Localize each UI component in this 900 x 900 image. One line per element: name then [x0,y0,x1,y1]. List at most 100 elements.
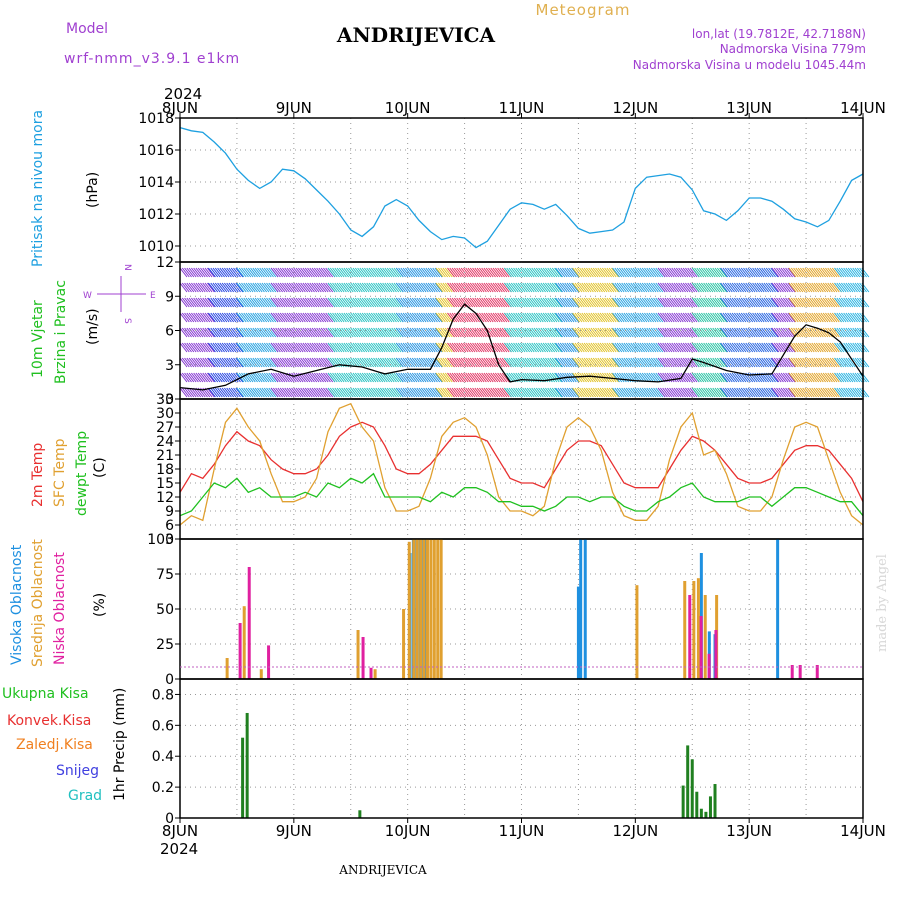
wind-arrow [316,312,324,323]
wind-arrow [463,342,471,353]
wind-arrow [416,342,425,353]
wind-arrow [212,327,221,338]
wind-arrow [179,297,188,308]
wind-arrow [625,297,634,308]
wind-arrow [793,297,801,308]
wind-arrow [612,387,620,398]
legend-snow: Snijeg [56,763,99,779]
wind-arrow [612,297,620,308]
wind-arrow [770,342,779,353]
wind-arrow [440,357,449,368]
wind-arrow [238,312,247,323]
wind-arrow [206,387,215,398]
wind-arrow [592,297,601,308]
wind-arrow [389,312,397,323]
wind-arrow [551,267,560,278]
wind-arrow [793,282,801,293]
wind-arrow [354,342,363,353]
wind-arrow [416,267,425,278]
wind-arrow [206,357,215,368]
wind-arrow [576,327,585,338]
pressure-units: (hPa) [85,172,101,208]
wind-arrow [241,327,249,338]
wind-arrow [364,372,372,383]
wind-arrow [300,357,309,368]
wind-arrow [773,327,782,338]
wind-arrow [843,282,852,293]
wind-arrow [752,267,760,278]
wind-arrow [522,312,531,323]
chart-name: Meteogram [536,1,631,19]
wind-arrow [513,312,521,323]
wind-arrow [272,267,281,278]
wind-arrow [712,387,721,398]
wind-arrow [284,267,293,278]
wind-arrow [492,342,501,353]
wind-arrow [208,327,216,338]
wind-arrow [637,282,646,293]
wind-arrow [435,312,444,323]
wind-arrow [297,327,306,338]
wind-arrow [818,387,826,398]
wind-arrow [302,327,311,338]
wind-arrow [639,267,648,278]
wind-arrow [659,357,668,368]
wind-arrow [338,312,347,323]
wind-arrow [254,267,263,278]
wind-arrow [492,327,501,338]
wind-arrow [599,282,608,293]
precip-bar [681,785,685,818]
wind-arrow [765,282,774,293]
wind-arrow [411,327,420,338]
wind-arrow [430,267,438,278]
wind-arrow [250,297,258,308]
wind-arrow [754,357,763,368]
wind-arrow [641,372,650,383]
wind-arrow [811,327,820,338]
wind-arrow [320,327,329,338]
wind-arrow [458,267,467,278]
temperature-ytick-label: 9 [165,504,174,520]
wind-arrow [710,342,718,353]
wind-arrow [813,312,822,323]
wind-arrow [243,312,252,323]
wind-arrow [780,327,789,338]
wind-arrow [522,342,531,353]
wind-arrow [263,372,272,383]
wind-arrow [696,267,705,278]
wind-arrow [179,357,188,368]
wind-arrow [467,327,476,338]
wind-arrow [206,282,215,293]
wind-arrow [282,327,290,338]
wind-arrow [366,357,375,368]
wind-arrow [797,387,806,398]
wind-arrow [608,297,617,308]
wind-arrow [669,372,677,383]
wind-arrow [492,297,501,308]
wind-arrow [472,387,480,398]
wind-arrow [526,342,535,353]
wind-arrow [585,372,594,383]
wind-arrow [716,387,725,398]
wind-arrow [442,357,451,368]
wind-arrow [325,372,334,383]
wind-arrow [481,372,490,383]
credit: made by Angel [875,554,890,652]
wind-arrow [538,327,546,338]
wind-arrow [588,327,597,338]
wind-arrow [555,357,564,368]
wind-arrow [440,267,449,278]
wind-arrow [531,327,540,338]
wind-arrow [818,372,826,383]
wind-arrow [689,357,698,368]
wind-arrow [336,327,345,338]
wind-arrow [519,297,528,308]
wind-arrow [756,312,765,323]
wind-arrow [852,372,861,383]
wind-arrow [650,357,659,368]
wind-arrow [483,297,492,308]
wind-arrow [221,357,230,368]
wind-arrow [467,282,476,293]
wind-arrow [736,267,745,278]
wind-arrow [549,267,558,278]
